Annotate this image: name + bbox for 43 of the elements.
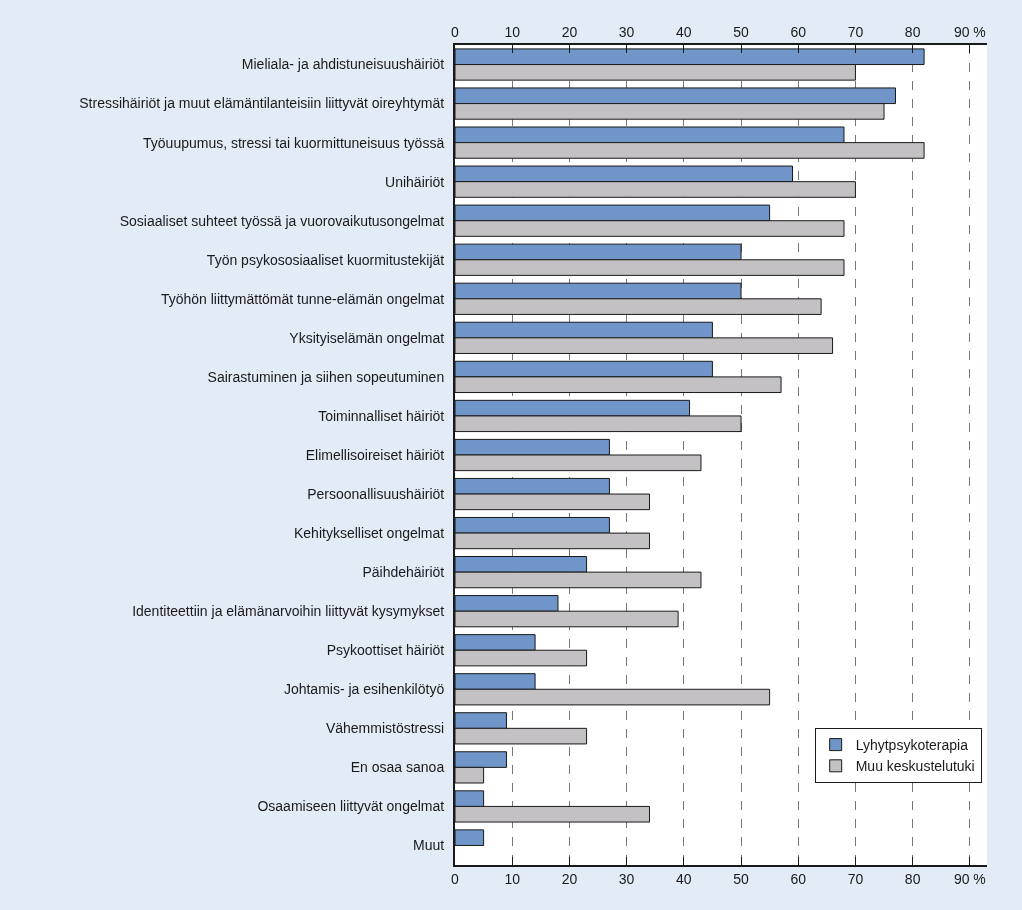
y-tick-label: Elimellisoireiset häiriöt (305, 446, 445, 463)
legend-label: Lyhytpsykoterapia (855, 737, 969, 754)
y-tick-label: Muut (413, 837, 445, 854)
y-tick-label: Päihdehäiriöt (362, 564, 445, 581)
y-tick-label: Johtamis- ja esihenkilötyö (283, 681, 445, 698)
y-tick-label: Psykoottiset häiriöt (326, 642, 445, 659)
x-tick-label: 90 % (953, 24, 986, 41)
x2-tick-label: 40 (676, 870, 692, 887)
x2-tick-label: 0 (451, 870, 460, 887)
x-tick-label: 60 (790, 24, 807, 41)
x-tick-label: 50 (733, 24, 750, 41)
x2-tick-label: 80 (904, 870, 921, 887)
x2-tick-label: 10 (504, 870, 521, 887)
x2-tick-label: 50 (733, 870, 750, 887)
y-tick-label: Identiteettiin ja elämänarvoihin liittyvät kysymykset (132, 603, 445, 620)
y-tick-label: Osaamiseen liittyvät ongelmat (257, 798, 445, 815)
y-tick-label: Työuupumus, stressi tai kuormittuneisuus työssä (143, 134, 445, 151)
y-tick-label: Persoonallisuushäiriöt (307, 485, 445, 502)
y-tick-label: Unihäiriöt (385, 173, 445, 190)
x2-tick-label: 60 (790, 870, 807, 887)
y-tick-label: Sosiaaliset suhteet työssä ja vuorovaikutusongelmat (119, 212, 445, 229)
y-tick-label: Kehitykselliset ongelmat (294, 525, 445, 541)
y-tick-label: Työhön liittymättömät tunne-elämän ongelmat (160, 290, 445, 307)
x-tick-label: 0 (451, 24, 460, 41)
x-tick-label: 20 (561, 24, 578, 41)
x2-tick-label: 90 % (953, 870, 986, 887)
y-tick-label: Yksityiselämän ongelmat (289, 329, 445, 346)
y-tick-label: En osaa sanoa (350, 759, 445, 776)
x-tick-label: 70 (847, 24, 864, 41)
x2-tick-label: 70 (847, 870, 864, 887)
y-tick-label: Stressihäiriöt ja muut elämäntilanteisiin liittyvät oireyhtymät (79, 95, 445, 112)
y-tick-label: Työn psykososiaaliset kuormitustekijät (206, 251, 445, 268)
x-tick-label: 80 (904, 24, 921, 41)
x-tick-label: 30 (618, 24, 635, 41)
x2-tick-label: 30 (618, 870, 635, 887)
y-tick-label: Mieliala- ja ahdistuneisuushäiriöt (241, 56, 445, 73)
x-tick-label: 10 (504, 24, 521, 41)
legend-label: Muu keskustelutuki (855, 758, 975, 775)
y-tick-label: Sairastuminen ja siihen sopeutuminen (207, 368, 445, 385)
x-tick-label: 40 (676, 24, 692, 41)
y-tick-label: Toiminnalliset häiriöt (318, 407, 445, 424)
x2-tick-label: 20 (561, 870, 578, 887)
y-tick-label: Vähemmistöstressi (325, 720, 445, 737)
